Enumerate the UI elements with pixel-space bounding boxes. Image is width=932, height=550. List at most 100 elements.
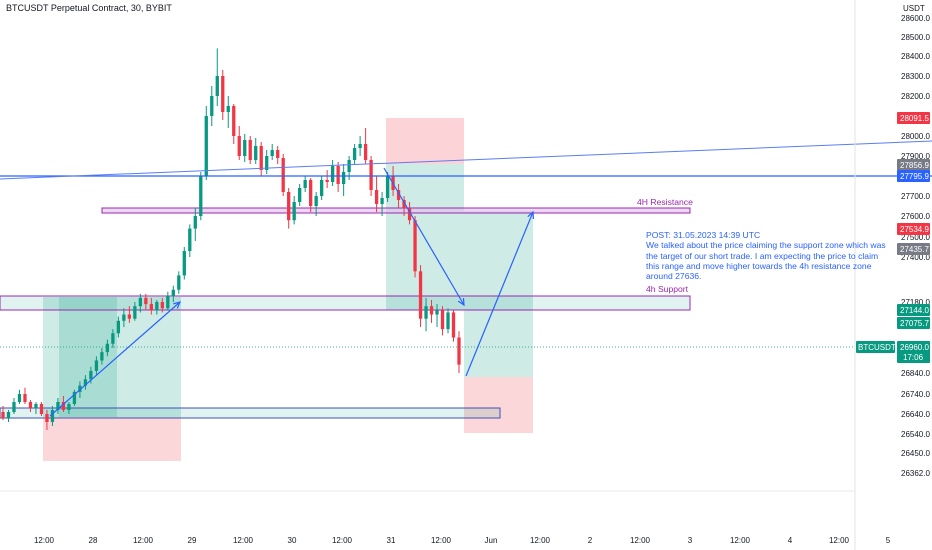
short-position-loss: [386, 118, 464, 164]
candle-body: [133, 306, 137, 319]
y-tick-label: 27600.0: [901, 212, 930, 221]
analysis-note: POST: 31.05.2023 14:39 UTC We talked abo…: [646, 230, 886, 282]
candle-body: [34, 404, 38, 408]
candle-body: [451, 312, 456, 338]
price-tag: [897, 112, 930, 124]
candle-body: [210, 96, 214, 116]
price-tag: [897, 317, 930, 329]
candle-body: [446, 312, 450, 330]
support-zone-label: 4h Support: [646, 284, 689, 294]
resistance-zone: [101, 207, 691, 214]
candle-body: [166, 295, 170, 309]
y-tick-label: 27700.0: [901, 192, 930, 201]
candle-body: [221, 76, 225, 112]
candle-body: [160, 302, 164, 309]
price-tag-label: 27856.9: [900, 161, 929, 170]
candle-body: [298, 188, 302, 202]
price-tag-label: 27075.7: [900, 319, 929, 328]
candle-body: [155, 302, 159, 311]
candle-body: [292, 202, 296, 221]
x-tick-label: 12:00: [530, 536, 551, 545]
candle-body: [149, 304, 153, 311]
candle-body: [1, 412, 5, 418]
time-axis: 12:00 28 12:00 29 12:00 30 12:00 31 12:00 Jun 12:0…: [34, 536, 891, 545]
price-tag: [897, 243, 930, 255]
candle-body: [100, 352, 104, 361]
x-tick-label: 2: [588, 536, 593, 545]
x-tick-label: 12:00: [730, 536, 751, 545]
y-tick-label: 26540.0: [901, 430, 930, 439]
candle-body: [138, 297, 142, 307]
x-tick-label: 12:00: [829, 536, 850, 545]
candle-body: [363, 144, 368, 160]
candle-body: [276, 150, 280, 158]
candle-body: [199, 176, 203, 216]
price-tags: 28091.5 27856.9 27795.9 27534.9 27435.7 27144…: [856, 112, 930, 363]
candle-body: [12, 402, 16, 412]
currency-label: USDT: [903, 4, 925, 13]
candle-body: [50, 410, 55, 422]
y-tick-label: 26740.0: [901, 390, 930, 399]
candle-body: [243, 140, 247, 156]
candle-body: [144, 297, 148, 305]
price-tag-label: 27144.0: [900, 306, 929, 315]
price-axis: USDT 26362.0 26450.0 26540.0 26640.0 26740.0 2…: [854, 0, 930, 550]
candle-body: [320, 180, 324, 196]
x-tick-label: 31: [387, 536, 396, 545]
y-tick-label: 27900.0: [901, 152, 930, 161]
candle-body: [457, 337, 461, 365]
candle-body: [281, 158, 285, 192]
candle-body: [78, 385, 82, 392]
candle-body: [215, 76, 219, 96]
candles: [1, 48, 461, 430]
candle-body: [83, 379, 88, 386]
short-arrow-head: [457, 297, 465, 307]
candle-body: [358, 144, 362, 148]
candle-body: [127, 314, 132, 319]
candle-body: [116, 320, 121, 334]
price-tag: [897, 170, 930, 182]
x-tick-label: 12:00: [233, 536, 254, 545]
candle-body: [17, 394, 22, 402]
candle-body: [440, 310, 445, 330]
candle-body: [56, 402, 60, 410]
y-tick-label: 26450.0: [901, 449, 930, 458]
current-price-label: 26960.0: [900, 343, 929, 352]
x-tick-label: 28: [89, 536, 98, 545]
candle-body: [111, 333, 115, 344]
candle-body: [435, 310, 439, 315]
y-tick-label: 28000.0: [901, 132, 930, 141]
price-tag: [897, 304, 930, 316]
symbol-tag-label: BTCUSDT.P: [858, 343, 902, 352]
candle-body: [369, 160, 373, 190]
price-tag-label: 27435.7: [900, 245, 929, 254]
y-tick-label: 28200.0: [901, 92, 930, 101]
candle-body: [325, 180, 329, 182]
candle-body: [385, 176, 390, 198]
candle-body: [23, 394, 27, 402]
candle-body: [67, 404, 71, 410]
price-tag-label: 27795.9: [900, 172, 929, 181]
chart-title: BTCUSDT Perpetual Contract, 30, BYBIT: [6, 3, 172, 13]
candle-body: [352, 148, 357, 160]
projected-position-loss: [464, 377, 533, 433]
candle-body: [177, 275, 181, 290]
candle-body: [105, 343, 110, 353]
candle-body: [314, 196, 318, 206]
current-price-tag: [897, 341, 930, 363]
x-tick-label: 12:00: [630, 536, 651, 545]
support-zone: [0, 295, 691, 311]
candle-body: [226, 106, 230, 112]
resistance-zone-label: 4H Resistance: [637, 197, 693, 207]
y-tick-label: 28600.0: [901, 14, 930, 23]
candle-body: [94, 360, 99, 371]
trend-line: [0, 140, 932, 180]
long-position-profit: [43, 297, 181, 417]
candle-body: [61, 402, 66, 410]
candle-body: [259, 146, 263, 170]
x-tick-label: 12:00: [34, 536, 55, 545]
x-tick-label: 4: [788, 536, 793, 545]
candle-body: [413, 220, 417, 272]
candle-body: [396, 190, 401, 200]
